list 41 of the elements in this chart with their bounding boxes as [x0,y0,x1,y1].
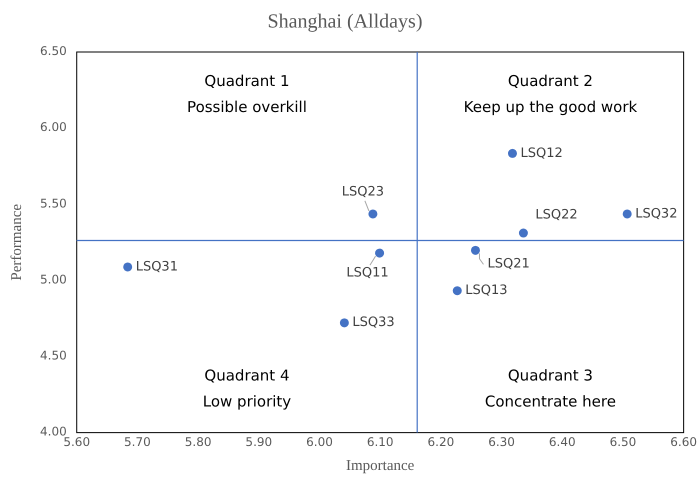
x-tick-label: 6.10 [366,434,394,449]
x-tick-label: 5.70 [124,434,151,449]
point [518,228,528,238]
point [375,248,384,258]
annotation: Quadrant 4 Low priority [202,366,292,410]
y-tick-label: 5.50 [40,196,67,210]
point [508,148,517,158]
point [470,246,480,255]
y-tick-label: 5.00 [40,272,67,286]
y-tick-label: 6.50 [40,44,67,58]
annotation: LSQ23 [342,184,384,200]
point [123,262,132,272]
x-tick-label: 5.90 [245,434,272,449]
annotation: LSQ11 [346,265,389,280]
x-tick-label: 5.80 [184,434,212,449]
annotation: LSQ31 [136,259,178,274]
annotation: LSQ33 [352,315,395,330]
x-tick-label: 6.60 [670,434,697,449]
point [622,209,632,218]
point [452,286,462,296]
annotation: LSQ21 [487,256,530,272]
x-tick-label: 5.60 [63,434,90,449]
x-tick-label: 6.50 [610,434,636,449]
x-tick-label: 6.00 [306,434,333,449]
x-tick-label: 6.20 [428,434,454,449]
annotation: LSQ13 [465,283,508,298]
annotation: Quadrant 1 Possible overkill [187,72,307,116]
annotation: LSQ32 [635,206,678,222]
x-tick-label: 6.30 [488,434,515,449]
point [340,318,349,328]
y-axis-title: Performance [8,204,25,281]
y-tick-label: 4.50 [40,348,67,363]
annotation: LSQ12 [520,146,563,161]
x-axis-title: Importance [346,458,415,474]
annotation: LSQ22 [535,207,578,222]
annotation: Quadrant 2 Keep up the good work [464,72,638,116]
chart-title: Shanghai (Alldays) [268,10,422,32]
y-tick-label: 6.00 [40,120,67,134]
annotation: Quadrant 3 Concentrate here [484,366,616,410]
x-tick-label: 6.40 [548,434,576,449]
point [368,209,378,218]
